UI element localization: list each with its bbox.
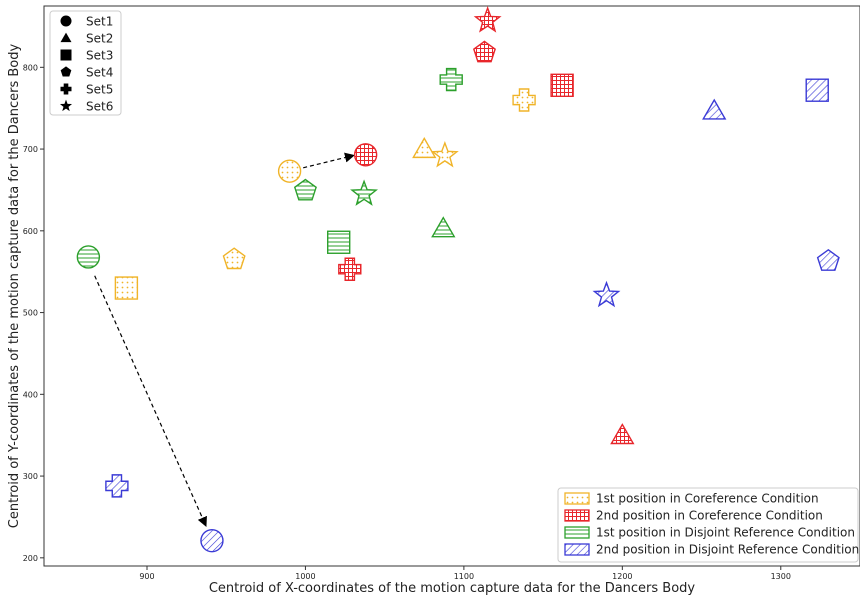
y-tick-label: 600 [23, 227, 38, 236]
shape-legend-label: Set4 [86, 66, 113, 80]
condition-legend-swatch [564, 526, 590, 539]
data-point-plus [338, 257, 362, 281]
y-tick-label: 800 [23, 63, 38, 72]
data-point-star [350, 179, 379, 206]
data-point-square [550, 73, 574, 97]
x-axis-title: Centroid of X-coordinates of the motion … [209, 581, 696, 596]
data-point-star [473, 6, 502, 33]
x-tick-label: 1100 [454, 572, 474, 581]
axis-ticks: 900 1000 1100 1200 1300 200 300 400 500 600 700 800 [23, 63, 791, 581]
condition-legend-items: 1st position in Coreference Condition 2nd… [564, 492, 859, 557]
circle-icon [60, 15, 72, 27]
data-point-star [592, 280, 621, 308]
data-point-plus [439, 67, 463, 92]
y-tick-label: 500 [23, 309, 38, 318]
data-point-pentagon [472, 40, 496, 63]
data-point-pentagon [293, 178, 317, 201]
shape-legend-label: Set2 [86, 32, 113, 46]
triangle-icon [60, 32, 72, 43]
data-point-circle [76, 245, 101, 269]
trajectory-arrow [94, 275, 207, 527]
shape-legend-label: Set6 [86, 100, 113, 114]
pentagon-icon [60, 66, 72, 77]
condition-legend-label: 1st position in Disjoint Reference Condi… [596, 526, 855, 540]
condition-legend-box [557, 487, 859, 563]
shape-legend-label: Set1 [86, 15, 113, 29]
trajectory-arrows [94, 152, 355, 527]
data-point-triangle [702, 98, 727, 120]
shape-legend-items: Set1 Set2 Set3 Set4 Set5 Set6 [59, 15, 113, 114]
x-tick-label: 1200 [612, 572, 632, 581]
shape-legend-label: Set5 [86, 83, 113, 97]
star-icon [59, 99, 73, 112]
data-point-pentagon [222, 247, 246, 270]
data-point-plus [512, 88, 536, 112]
y-tick-label: 700 [23, 145, 38, 154]
data-point-circle [200, 528, 224, 553]
x-tick-label: 1000 [295, 572, 315, 581]
x-tick-label: 1300 [771, 572, 791, 581]
condition-legend-label: 2nd position in Coreference Condition [596, 509, 823, 523]
shape-legend: Set1 Set2 Set3 Set4 Set5 Set6 [49, 10, 122, 116]
data-point-star [430, 140, 459, 168]
y-axis-title: Centroid of Y-coordinates of the motion … [7, 43, 22, 528]
condition-legend-label: 2nd position in Disjoint Reference Condi… [596, 543, 859, 557]
x-tick-label: 900 [139, 572, 154, 581]
data-point-triangle [431, 216, 456, 238]
condition-legend-swatch [564, 543, 590, 556]
data-point-plus [105, 474, 129, 498]
plot-area-frame [43, 5, 860, 567]
data-point-square [805, 78, 829, 102]
data-points [76, 6, 840, 553]
square-icon [60, 49, 72, 61]
data-point-circle [277, 159, 302, 183]
data-point-square [114, 276, 139, 300]
data-point-square [327, 230, 351, 254]
data-point-pentagon [816, 248, 840, 271]
condition-legend: 1st position in Coreference Condition 2nd… [557, 487, 859, 563]
data-point-triangle [610, 423, 635, 445]
y-tick-label: 200 [23, 554, 38, 563]
shape-legend-label: Set3 [86, 49, 113, 63]
plus-icon [60, 83, 72, 95]
condition-legend-swatch [564, 509, 590, 522]
condition-legend-label: 1st position in Coreference Condition [596, 492, 819, 506]
condition-legend-swatch [564, 492, 590, 505]
y-tick-label: 400 [23, 390, 38, 399]
data-point-triangle [412, 137, 437, 159]
data-point-circle [353, 143, 378, 167]
y-tick-label: 300 [23, 472, 38, 481]
